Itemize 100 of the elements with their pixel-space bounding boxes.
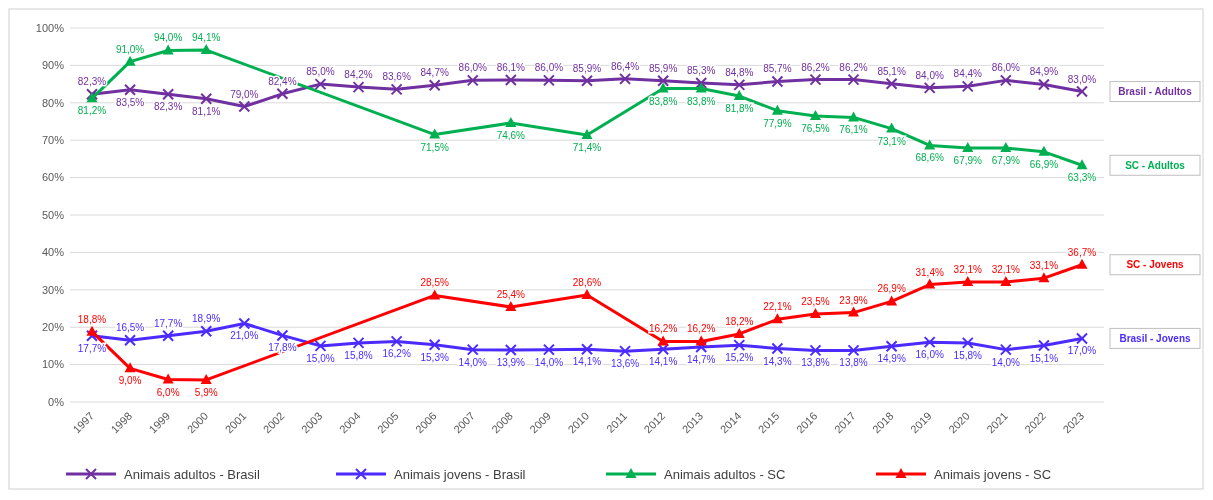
point — [200, 373, 212, 384]
point — [733, 339, 746, 352]
point — [999, 343, 1012, 356]
point — [924, 139, 936, 150]
point — [771, 313, 783, 324]
point — [505, 301, 517, 311]
legend-label: Animais jovens - Brasil — [394, 466, 526, 482]
point — [86, 329, 98, 342]
point — [809, 109, 821, 120]
point — [809, 344, 822, 357]
data-label: 76,5% — [801, 122, 830, 134]
point — [1076, 332, 1088, 345]
data-label: 76,1% — [839, 124, 868, 136]
data-label: 77,9% — [763, 117, 792, 129]
point — [581, 343, 593, 356]
data-label: 86,4% — [610, 60, 640, 72]
point — [1000, 142, 1012, 153]
y-tick-label: 10% — [41, 358, 65, 371]
data-label: 81,8% — [725, 103, 754, 115]
data-label: 82,3% — [77, 76, 107, 88]
point — [1038, 145, 1050, 156]
data-label: 85,3% — [687, 64, 716, 76]
point — [352, 336, 365, 349]
point — [733, 327, 745, 338]
data-label: 32,1% — [953, 263, 983, 275]
data-label: 85,0% — [306, 66, 335, 78]
point — [504, 73, 517, 86]
data-label: 84,9% — [1029, 66, 1059, 78]
y-tick-label: 30% — [41, 283, 65, 296]
data-label: 14,0% — [458, 356, 488, 368]
text: SC - Jovens — [1126, 259, 1185, 271]
y-tick-label: 20% — [41, 321, 65, 334]
data-label: 16,2% — [382, 348, 411, 360]
data-label: 86,2% — [801, 61, 830, 73]
data-label: 15,1% — [1029, 352, 1059, 364]
text: Brasil - Jovens — [1119, 332, 1191, 344]
point — [1076, 159, 1088, 170]
point — [961, 336, 974, 349]
point — [1037, 78, 1050, 91]
point — [847, 73, 860, 86]
data-label: 5,9% — [194, 386, 218, 398]
data-label: 73,1% — [877, 135, 906, 147]
data-label: 86,0% — [991, 62, 1021, 74]
point — [733, 78, 746, 91]
point — [466, 343, 479, 356]
data-label: 26,9% — [877, 283, 906, 295]
data-label: 25,4% — [496, 289, 526, 300]
point — [86, 88, 98, 101]
data-label: 86,0% — [534, 62, 564, 74]
point — [124, 334, 137, 347]
data-label: 68,6% — [915, 152, 944, 164]
point — [961, 80, 974, 93]
point — [923, 336, 936, 349]
point — [619, 72, 632, 85]
data-label: 9,0% — [118, 375, 142, 387]
point — [124, 55, 136, 66]
y-tick-label: 0% — [48, 395, 65, 408]
data-label: 83,8% — [687, 95, 716, 107]
data-label: 66,9% — [1029, 158, 1059, 170]
data-label: 14,0% — [991, 356, 1021, 368]
data-label: 79,0% — [230, 88, 259, 100]
point — [695, 335, 707, 346]
data-label: 83,8% — [648, 95, 678, 107]
data-label: 28,6% — [572, 277, 602, 289]
data-label: 85,7% — [763, 63, 792, 75]
data-label: 85,9% — [572, 62, 602, 74]
point — [771, 342, 784, 355]
point — [809, 308, 821, 319]
point — [162, 373, 174, 384]
data-label: 15,2% — [725, 352, 754, 364]
point — [695, 341, 708, 354]
point — [504, 344, 517, 357]
point — [962, 142, 974, 153]
data-label: 83,5% — [115, 96, 145, 108]
data-label: 81,2% — [77, 105, 107, 117]
point — [1076, 85, 1088, 98]
point — [200, 92, 213, 105]
point — [657, 82, 669, 93]
data-label: 84,8% — [725, 66, 754, 78]
point — [466, 74, 479, 87]
y-tick-label: 60% — [41, 171, 65, 184]
y-tick-label: 50% — [41, 208, 65, 221]
y-tick-label: 90% — [41, 59, 65, 72]
legend-label: Animais jovens - SC — [934, 466, 1052, 482]
point — [86, 92, 98, 103]
data-label: 15,8% — [953, 349, 983, 361]
data-label: 14,1% — [572, 356, 602, 368]
data-label: 32,1% — [991, 263, 1021, 275]
data-label: 23,5% — [801, 296, 830, 308]
data-label: 23,9% — [839, 294, 868, 306]
data-label: 84,0% — [915, 69, 944, 81]
point — [429, 289, 441, 300]
point — [542, 343, 555, 356]
data-label: 67,9% — [991, 155, 1021, 167]
point — [923, 81, 936, 94]
data-label: 33,1% — [1029, 260, 1059, 272]
data-label: 6,0% — [156, 386, 180, 398]
data-label: 16,2% — [648, 323, 678, 335]
point — [390, 83, 403, 96]
point — [162, 44, 174, 55]
